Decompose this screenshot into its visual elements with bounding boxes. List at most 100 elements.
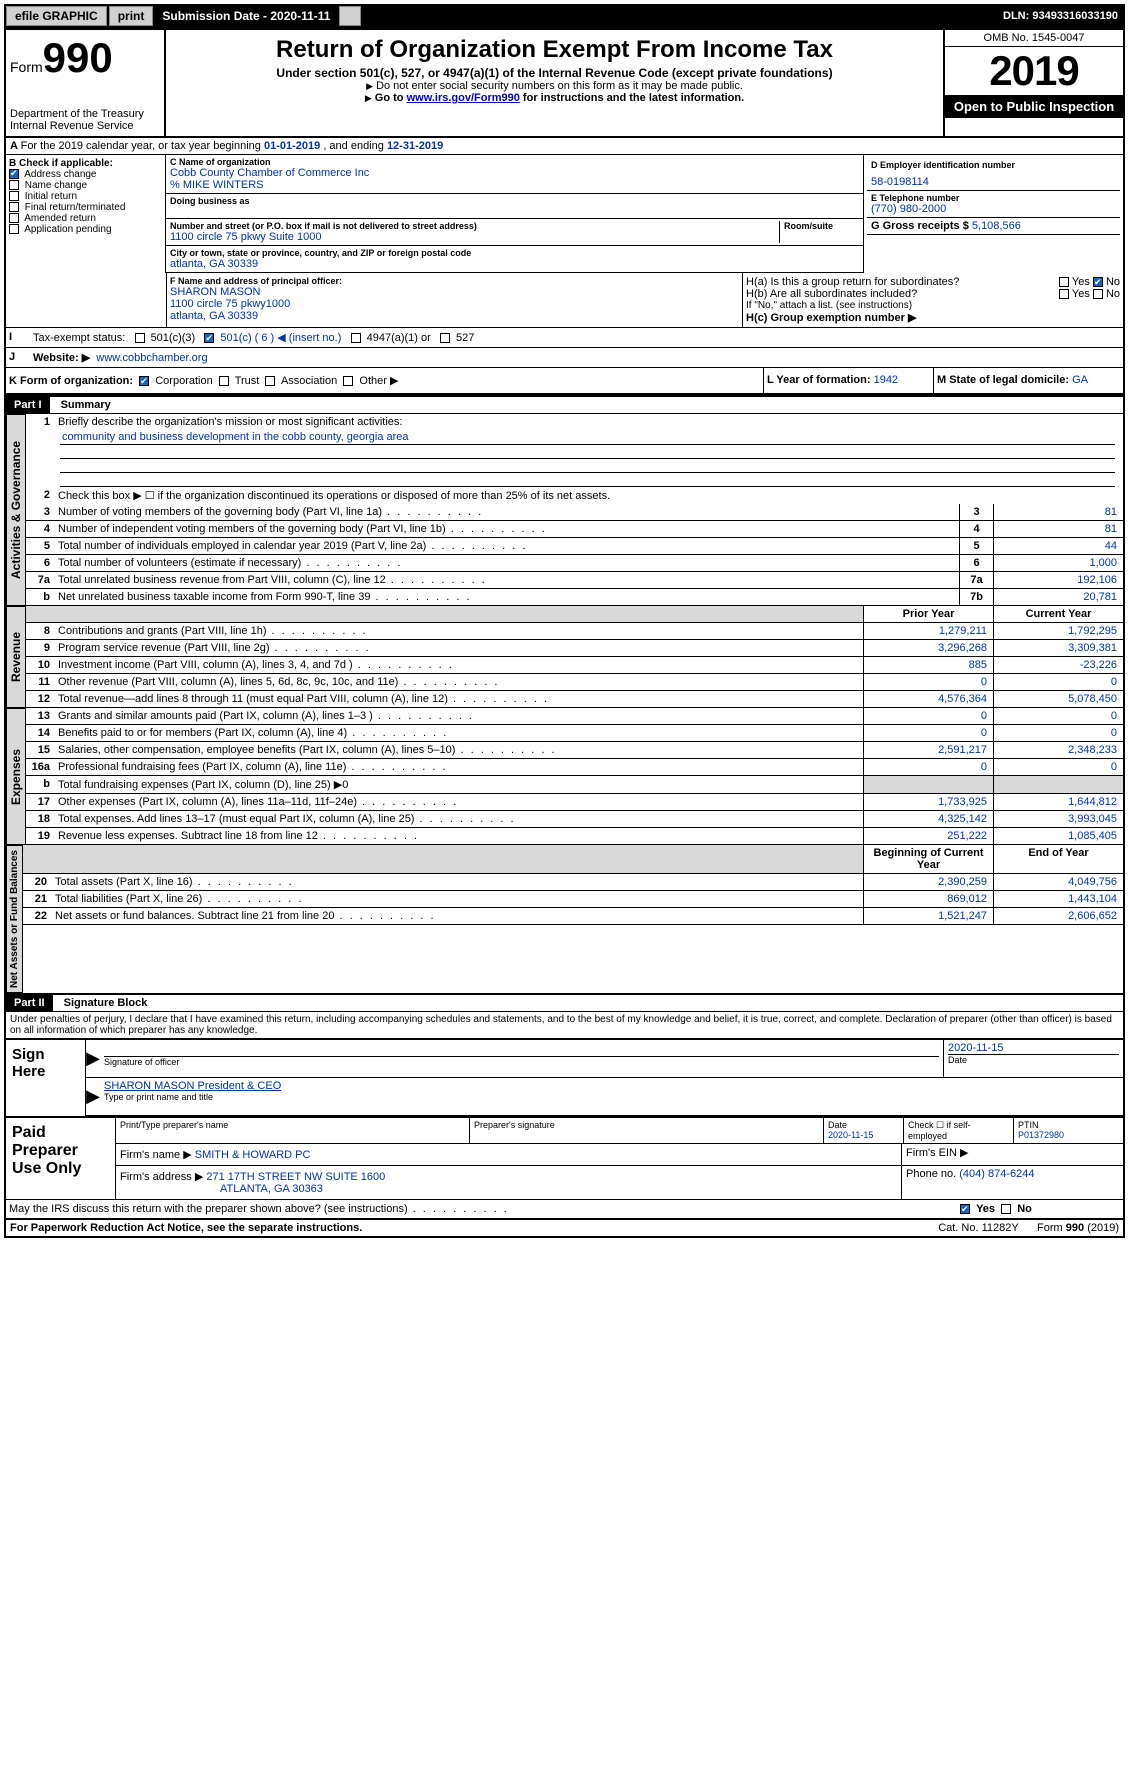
website: www.cobbchamber.org <box>96 352 207 364</box>
tab-governance: Activities & Governance <box>6 414 26 606</box>
firm-phone-label: Phone no. <box>906 1168 956 1180</box>
b-cbx[interactable] <box>9 169 19 179</box>
firm-addr1: 271 17TH STREET NW SUITE 1600 <box>206 1171 385 1183</box>
4947-cbx[interactable] <box>351 333 361 343</box>
d-label: D Employer identification number <box>871 160 1015 170</box>
cat-no: Cat. No. 11282Y <box>938 1222 1019 1234</box>
goto-pre: Go to <box>375 92 407 104</box>
mission-label: Briefly describe the organization's miss… <box>58 416 402 428</box>
tab-net-assets: Net Assets or Fund Balances <box>6 845 23 993</box>
addr-label: Number and street (or P.O. box if mail i… <box>170 221 779 231</box>
part1-title: Summary <box>53 397 119 413</box>
b-cbx[interactable] <box>9 202 19 212</box>
b-cbx[interactable] <box>9 213 19 223</box>
period-end: 12-31-2019 <box>387 140 443 152</box>
state-domicile: GA <box>1072 374 1088 386</box>
j-label: Website: ▶ <box>33 352 90 364</box>
tax-exempt-row: Tax-exempt status: 501(c)(3) 501(c) ( 6 … <box>30 328 1123 347</box>
right-block: D Employer identification number 58-0198… <box>863 155 1123 273</box>
b-cbx[interactable] <box>9 191 19 201</box>
year-formation: 1942 <box>874 374 898 386</box>
form-footer: Form 990 (2019) <box>1037 1222 1119 1234</box>
discuss-yes-cbx[interactable] <box>960 1204 970 1214</box>
i-label: Tax-exempt status: <box>33 332 125 344</box>
k-label: K Form of organization: <box>9 375 133 387</box>
print-button[interactable]: print <box>109 6 154 26</box>
f-label: F Name and address of principal officer: <box>170 276 342 286</box>
k-trust-cbx[interactable] <box>219 376 229 386</box>
boy-hdr: Beginning of Current Year <box>863 845 993 873</box>
pra-notice: For Paperwork Reduction Act Notice, see … <box>10 1222 362 1234</box>
sig-officer-label: Signature of officer <box>104 1056 939 1067</box>
sig-date: 2020-11-15 <box>948 1042 1119 1054</box>
section-c: C Name of organization Cobb County Chamb… <box>166 155 863 273</box>
b-cbx[interactable] <box>9 224 19 234</box>
hb-no-cbx[interactable] <box>1093 289 1103 299</box>
sign-here: Sign Here <box>6 1040 86 1116</box>
hb-note: If "No," attach a list. (see instruction… <box>746 300 1120 311</box>
k-row: K Form of organization: Corporation Trus… <box>6 368 763 393</box>
header-mid: Return of Organization Exempt From Incom… <box>166 30 943 136</box>
city-state-zip: atlanta, GA 30339 <box>170 258 859 270</box>
street-address: 1100 circle 75 pkwy Suite 1000 <box>170 231 779 243</box>
topbar: efile GRAPHIC print Submission Date - 20… <box>4 4 1125 28</box>
firm-phone: (404) 874-6244 <box>959 1168 1034 1180</box>
section-b: B Check if applicable: Address change Na… <box>6 155 166 273</box>
discuss-q: May the IRS discuss this return with the… <box>9 1203 408 1215</box>
c-cbx[interactable] <box>204 333 214 343</box>
b-cbx[interactable] <box>9 180 19 190</box>
org-name: Cobb County Chamber of Commerce Inc <box>170 167 859 179</box>
officer-name-label: Type or print name and title <box>104 1092 1119 1102</box>
officer-name: SHARON MASON <box>170 286 739 298</box>
period-mid: , and ending <box>323 140 387 152</box>
officer-typed-name: SHARON MASON President & CEO <box>104 1080 1119 1092</box>
instructions-link[interactable]: www.irs.gov/Form990 <box>407 92 520 104</box>
prior-year-hdr: Prior Year <box>863 606 993 622</box>
ein: 58-0198114 <box>871 176 1116 188</box>
hb-yes-cbx[interactable] <box>1059 289 1069 299</box>
k-other-cbx[interactable] <box>343 376 353 386</box>
firm-name-label: Firm's name ▶ <box>120 1149 192 1161</box>
firm-name: SMITH & HOWARD PC <box>195 1149 311 1161</box>
c3-cbx[interactable] <box>135 333 145 343</box>
goto-post: for instructions and the latest informat… <box>520 92 744 104</box>
dba-label: Doing business as <box>170 196 859 206</box>
form-number: 990 <box>43 34 113 81</box>
e-label: E Telephone number <box>871 193 1116 203</box>
care-of: % MIKE WINTERS <box>170 179 859 191</box>
period-begin: 01-01-2019 <box>264 140 320 152</box>
g-label: G Gross receipts $ <box>871 220 969 232</box>
form-label: Form <box>10 59 43 75</box>
prep-date-hdr: Date <box>828 1120 847 1130</box>
ha-yes-cbx[interactable] <box>1059 277 1069 287</box>
ha-no-cbx[interactable] <box>1093 277 1103 287</box>
b-label: B Check if applicable: <box>9 158 113 169</box>
527-cbx[interactable] <box>440 333 450 343</box>
dept-treasury: Department of the Treasury Internal Reve… <box>10 108 160 132</box>
part1-tag: Part I <box>6 397 50 413</box>
paid-preparer-label: Paid Preparer Use Only <box>6 1118 116 1199</box>
tax-year: 2019 <box>945 47 1123 95</box>
prep-sig-hdr: Preparer's signature <box>469 1118 823 1143</box>
discuss-no-cbx[interactable] <box>1001 1204 1011 1214</box>
form-subtitle: Under section 501(c), 527, or 4947(a)(1)… <box>170 66 939 80</box>
form-title: Return of Organization Exempt From Incom… <box>170 36 939 64</box>
note-ssn: Do not enter social security numbers on … <box>376 80 743 92</box>
prep-name-hdr: Print/Type preparer's name <box>116 1118 469 1143</box>
k-assoc-cbx[interactable] <box>265 376 275 386</box>
gross-receipts: 5,108,566 <box>972 220 1021 232</box>
period-label: For the 2019 calendar year, or tax year … <box>21 140 264 152</box>
officer-addr1: 1100 circle 75 pkwy1000 <box>170 298 739 310</box>
header-right: OMB No. 1545-0047 2019 Open to Public In… <box>943 30 1123 136</box>
open-public: Open to Public Inspection <box>945 95 1123 118</box>
firm-addr-label: Firm's address ▶ <box>120 1171 203 1183</box>
current-year-hdr: Current Year <box>993 606 1123 622</box>
omb-number: OMB No. 1545-0047 <box>945 30 1123 47</box>
tab-expenses: Expenses <box>6 708 26 845</box>
firm-ein-label: Firm's EIN ▶ <box>906 1147 969 1159</box>
m-label: M State of legal domicile: <box>937 374 1069 386</box>
prep-date: 2020-11-15 <box>828 1130 873 1140</box>
k-corp-cbx[interactable] <box>139 376 149 386</box>
submission-date: Submission Date - 2020-11-11 <box>154 7 338 25</box>
efile-button[interactable]: efile GRAPHIC <box>6 6 107 26</box>
